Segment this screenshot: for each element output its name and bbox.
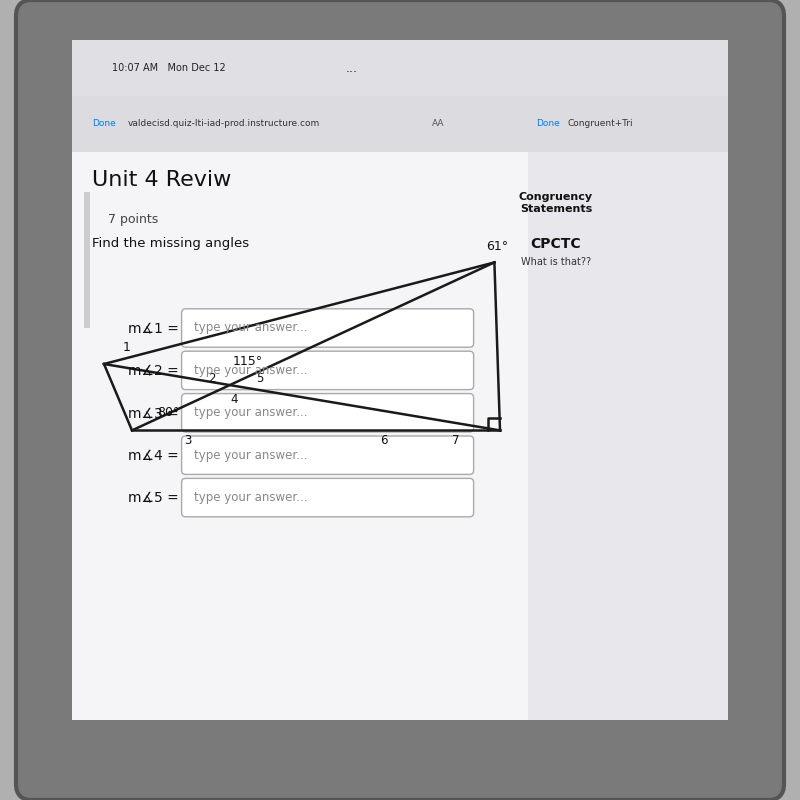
Text: type your answer...: type your answer... — [194, 322, 307, 334]
Bar — [72, 96, 728, 152]
Text: type your answer...: type your answer... — [194, 491, 307, 504]
Text: m∡1 =: m∡1 = — [128, 321, 179, 335]
Text: AA: AA — [432, 119, 445, 129]
Text: Unit 4 Reviw: Unit 4 Reviw — [92, 170, 231, 190]
Text: CPCTC: CPCTC — [530, 237, 582, 251]
Text: type your answer...: type your answer... — [194, 406, 307, 419]
Text: 4: 4 — [230, 393, 238, 406]
Text: 3: 3 — [184, 434, 192, 447]
FancyBboxPatch shape — [16, 0, 784, 800]
Text: valdecisd.quiz-lti-iad-prod.instructure.com: valdecisd.quiz-lti-iad-prod.instructure.… — [128, 119, 320, 129]
Text: 6: 6 — [380, 434, 388, 447]
Bar — [72, 40, 728, 96]
Text: 10:07 AM   Mon Dec 12: 10:07 AM Mon Dec 12 — [112, 63, 226, 73]
Text: m∡4 =: m∡4 = — [128, 448, 178, 462]
Text: type your answer...: type your answer... — [194, 449, 307, 462]
FancyBboxPatch shape — [182, 309, 474, 347]
Bar — [72, 40, 528, 720]
Text: Congruent+Tri: Congruent+Tri — [568, 119, 634, 129]
Text: 7: 7 — [452, 434, 460, 447]
Text: type your answer...: type your answer... — [194, 364, 307, 377]
Bar — [72, 40, 728, 720]
FancyBboxPatch shape — [182, 394, 474, 432]
Bar — [84, 192, 90, 328]
Text: m∡2 =: m∡2 = — [128, 363, 178, 378]
Text: Done: Done — [92, 119, 116, 129]
Text: Congruency
Statements: Congruency Statements — [519, 192, 593, 214]
Text: Find the missing angles: Find the missing angles — [92, 238, 249, 250]
Text: m∡3 =: m∡3 = — [128, 406, 178, 420]
Text: 115°: 115° — [232, 354, 262, 367]
Text: ...: ... — [346, 62, 358, 74]
Text: What is that??: What is that?? — [521, 258, 591, 267]
Text: 7 points: 7 points — [108, 214, 158, 226]
FancyBboxPatch shape — [182, 351, 474, 390]
FancyBboxPatch shape — [182, 478, 474, 517]
Text: 1: 1 — [122, 342, 130, 354]
Text: 80°: 80° — [157, 406, 179, 419]
Text: m∡5 =: m∡5 = — [128, 490, 178, 505]
Text: 61°: 61° — [486, 240, 509, 253]
Text: Done: Done — [536, 119, 560, 129]
Text: 2: 2 — [209, 372, 216, 385]
FancyBboxPatch shape — [182, 436, 474, 474]
Bar — [528, 40, 728, 720]
Text: 5: 5 — [257, 372, 264, 385]
